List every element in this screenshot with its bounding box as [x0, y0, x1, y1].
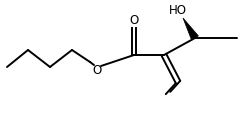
- Text: O: O: [92, 64, 102, 76]
- Text: HO: HO: [169, 4, 187, 16]
- Polygon shape: [183, 18, 199, 40]
- Text: O: O: [129, 14, 139, 26]
